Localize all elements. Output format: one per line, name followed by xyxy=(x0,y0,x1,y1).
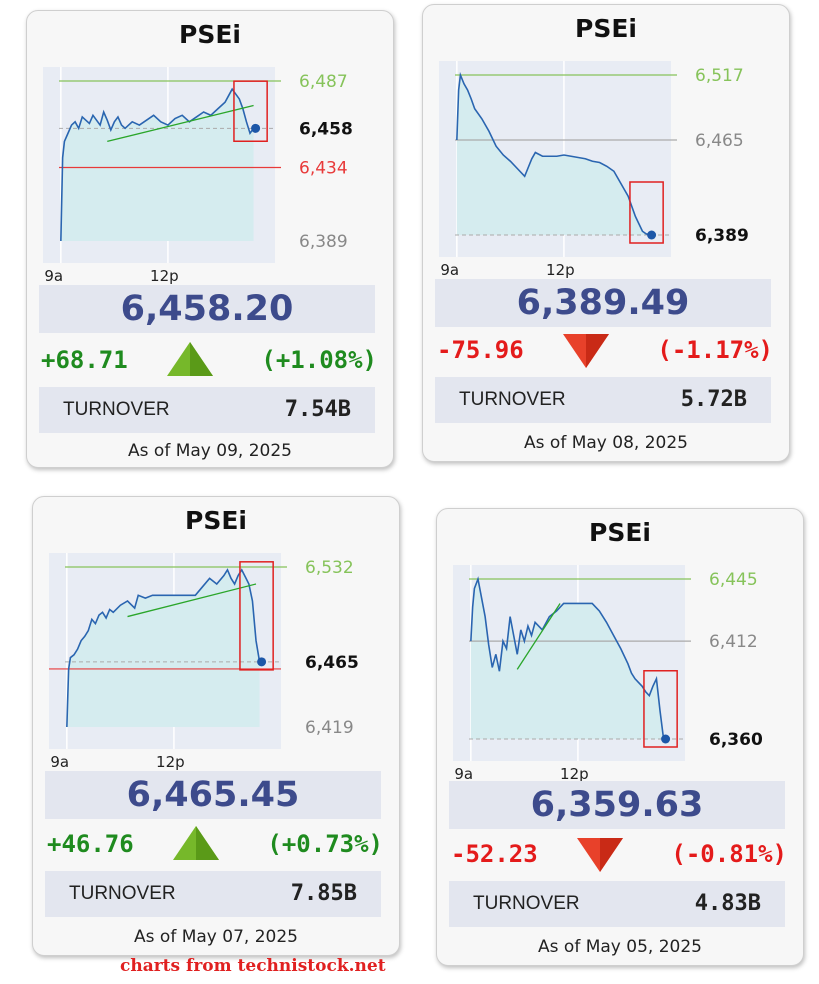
psei-card-may-05: PSEi 6,445 6,412 6,360 9a 12p 6,359.63 -52.2… xyxy=(436,508,804,966)
price-line xyxy=(456,71,650,236)
price-area-fill xyxy=(456,75,650,235)
highlight-box xyxy=(643,670,678,748)
highlight-box xyxy=(239,561,274,671)
x-tick-label: 12p xyxy=(546,261,575,279)
change-percent: (+1.08%) xyxy=(261,346,377,374)
last-price-dot xyxy=(661,734,671,744)
change-row: +46.76 (+0.73%) xyxy=(45,821,385,867)
trendline xyxy=(127,583,257,618)
x-tick-label: 9a xyxy=(50,753,69,771)
turnover-label: TURNOVER xyxy=(69,883,176,904)
turnover-label: TURNOVER xyxy=(459,389,566,410)
price-value: 6,359.63 xyxy=(449,781,785,829)
as-of-date: As of May 05, 2025 xyxy=(538,937,702,957)
change-value: -52.23 xyxy=(451,840,538,868)
turnover-value: 7.54B xyxy=(284,397,351,422)
level-label-high: 6,517 xyxy=(695,66,744,86)
card-title: PSEi xyxy=(589,518,651,547)
psei-card-may-07: PSEi 6,532 6,419 6,465 9a 12p 6,465.45 +46.7… xyxy=(32,496,400,956)
card-title: PSEi xyxy=(185,506,247,535)
level-label-open: 6,412 xyxy=(709,632,758,652)
turnover-value: 7.85B xyxy=(290,881,357,906)
level-label-open: 6,434 xyxy=(299,159,348,179)
last-price-dot xyxy=(647,230,657,240)
level-label-close: 6,360 xyxy=(709,730,763,750)
as-of-date: As of May 09, 2025 xyxy=(128,441,292,461)
last-price-dot xyxy=(257,657,267,667)
change-row: -52.23 (-0.81%) xyxy=(449,831,789,877)
turnover-box: TURNOVER 7.54B xyxy=(39,387,375,433)
card-title: PSEi xyxy=(179,20,241,49)
x-tick-label: 12p xyxy=(156,753,185,771)
x-tick-label: 12p xyxy=(150,267,179,285)
level-label-high: 6,532 xyxy=(305,558,354,578)
turnover-box: TURNOVER 4.83B xyxy=(449,881,785,927)
level-label-high: 6,487 xyxy=(299,72,348,92)
up-arrow-icon xyxy=(167,342,213,376)
turnover-label: TURNOVER xyxy=(63,399,170,420)
price-line xyxy=(60,87,255,242)
level-label-low: 6,389 xyxy=(299,232,348,252)
change-percent: (-0.81%) xyxy=(671,840,787,868)
price-line xyxy=(470,576,665,740)
change-percent: (-1.17%) xyxy=(657,336,773,364)
level-label-low: 6,419 xyxy=(305,718,354,738)
level-label-close: 6,465 xyxy=(305,653,359,673)
up-arrow-icon xyxy=(173,826,219,860)
change-percent: (+0.73%) xyxy=(267,830,383,858)
level-label-high: 6,445 xyxy=(709,570,758,590)
down-arrow-icon xyxy=(577,838,623,872)
price-line xyxy=(66,568,261,728)
turnover-value: 5.72B xyxy=(680,387,747,412)
psei-card-may-08: PSEi 6,517 6,465 6,389 9a 12p 6,389.49 -75.9… xyxy=(422,4,790,462)
turnover-box: TURNOVER 7.85B xyxy=(45,871,381,917)
highlight-box xyxy=(233,80,268,142)
as-of-date: As of May 08, 2025 xyxy=(524,433,688,453)
intraday-chart: 6,445 6,412 6,360 9a 12p xyxy=(453,565,763,783)
price-area-fill xyxy=(470,579,664,739)
down-arrow-icon xyxy=(563,334,609,368)
price-value: 6,458.20 xyxy=(39,285,375,333)
turnover-value: 4.83B xyxy=(694,891,761,916)
turnover-label: TURNOVER xyxy=(473,893,580,914)
change-value: +68.71 xyxy=(41,346,128,374)
source-credit: charts from technistock.net xyxy=(120,956,386,976)
price-value: 6,389.49 xyxy=(435,279,771,327)
change-value: +46.76 xyxy=(47,830,134,858)
x-tick-label: 9a xyxy=(44,267,63,285)
level-label-close: 6,389 xyxy=(695,226,749,246)
trendline xyxy=(107,104,254,143)
psei-card-may-09: PSEi 6,487 6,434 6,389 6,458 9a 12p 6,458.20 … xyxy=(26,10,394,468)
change-value: -75.96 xyxy=(437,336,524,364)
change-row: +68.71 (+1.08%) xyxy=(39,337,379,383)
intraday-chart: 6,517 6,465 6,389 9a 12p xyxy=(439,61,749,279)
intraday-chart: 6,532 6,419 6,465 9a 12p xyxy=(49,553,359,771)
price-area-fill xyxy=(66,569,260,727)
trendline xyxy=(516,603,561,670)
level-label-close: 6,458 xyxy=(299,119,353,139)
as-of-date: As of May 07, 2025 xyxy=(134,927,298,947)
x-tick-label: 9a xyxy=(454,765,473,783)
intraday-chart: 6,487 6,434 6,389 6,458 9a 12p xyxy=(43,67,353,285)
change-row: -75.96 (-1.17%) xyxy=(435,327,775,373)
level-label-open: 6,465 xyxy=(695,131,744,151)
x-tick-label: 12p xyxy=(560,765,589,783)
x-tick-label: 9a xyxy=(440,261,459,279)
last-price-dot xyxy=(251,123,261,133)
turnover-box: TURNOVER 5.72B xyxy=(435,377,771,423)
card-title: PSEi xyxy=(575,14,637,43)
price-value: 6,465.45 xyxy=(45,771,381,819)
highlight-box xyxy=(629,181,664,244)
